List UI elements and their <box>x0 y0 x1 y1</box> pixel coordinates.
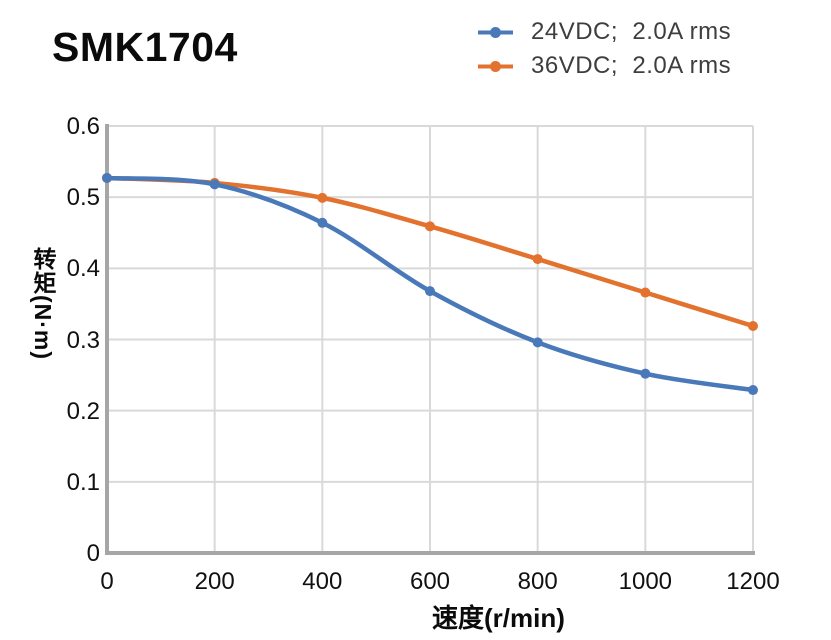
x-axis-title: 速度(r/min) <box>432 603 565 633</box>
y-tick-label: 0.4 <box>66 255 100 283</box>
legend-label-36vdc: 36VDC; 2.0A rms <box>531 52 732 79</box>
page-title: SMK1704 <box>52 24 238 70</box>
data-point-marker <box>425 221 435 232</box>
data-point-marker <box>640 368 651 379</box>
x-tick-label: 600 <box>409 568 451 595</box>
data-point-marker <box>532 254 543 265</box>
y-tick-label: 0.5 <box>66 184 100 212</box>
y-axis-title: 转矩(N·m) <box>30 247 56 361</box>
x-tick-label: 400 <box>302 568 343 595</box>
x-tick-label: 200 <box>194 568 235 595</box>
x-tick-label: 1200 <box>726 568 780 595</box>
data-point-marker <box>102 172 112 183</box>
data-point-marker <box>425 286 435 297</box>
data-point-marker <box>748 320 758 331</box>
legend-item-24vdc: 24VDC; 2.0A rms <box>477 15 731 49</box>
y-tick-label: 0.3 <box>66 326 100 354</box>
legend-label-24vdc: 24VDC; 2.0A rms <box>531 18 732 45</box>
data-point-marker <box>317 217 328 228</box>
legend: 24VDC; 2.0A rms 36VDC; 2.0A rms <box>477 15 731 83</box>
data-point-marker <box>640 287 651 298</box>
x-tick-label: 1000 <box>618 568 673 595</box>
y-tick-label: 0.2 <box>66 397 100 425</box>
x-tick-label: 800 <box>517 568 558 595</box>
line-dot-marker-orange <box>478 60 513 72</box>
legend-item-36vdc: 36VDC; 2.0A rms <box>477 49 731 83</box>
data-point-marker <box>748 385 758 396</box>
data-point-marker <box>317 192 328 203</box>
data-point-marker <box>209 179 220 190</box>
y-tick-label: 0.1 <box>66 468 100 496</box>
y-tick-label: 0.6 <box>66 113 100 140</box>
y-tick-label: 0 <box>86 540 100 567</box>
line-dot-marker-blue <box>478 26 513 38</box>
x-tick-label: 0 <box>100 568 114 595</box>
data-point-marker <box>532 337 543 348</box>
